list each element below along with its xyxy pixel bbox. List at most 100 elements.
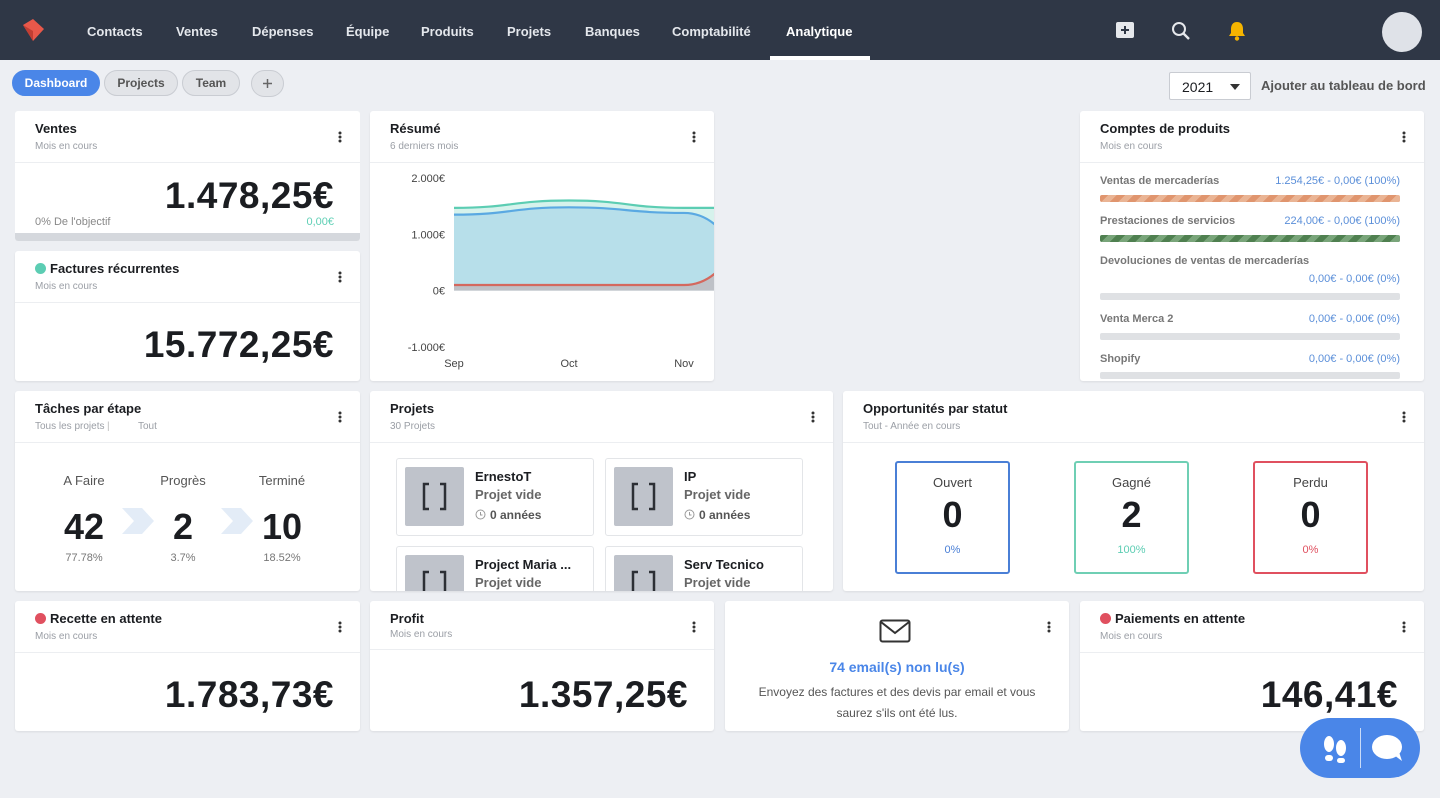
card-title: Factures récurrentes bbox=[50, 261, 180, 276]
project-tile[interactable]: IP Projet vide 0 années bbox=[605, 458, 803, 536]
card-subtitle: 6 derniers mois bbox=[390, 141, 459, 152]
card-filter[interactable]: Tout bbox=[138, 421, 157, 432]
stage-label: Progrès bbox=[160, 473, 206, 488]
year-value: 2021 bbox=[1182, 79, 1214, 95]
nav-item[interactable]: Banques bbox=[585, 24, 640, 39]
nav-item[interactable]: Projets bbox=[507, 24, 552, 39]
y-tick-label: 0€ bbox=[433, 286, 445, 298]
nav-item[interactable]: Produits bbox=[421, 24, 474, 39]
project-tile[interactable]: Project Maria ... Projet vide bbox=[396, 546, 594, 591]
email-count[interactable]: 74 email(s) non lu(s) bbox=[829, 659, 965, 675]
card-title: Ventes bbox=[35, 121, 77, 136]
card-subtitle: 30 Projets bbox=[390, 421, 436, 432]
kebab-menu[interactable] bbox=[338, 131, 342, 143]
kebab-menu[interactable] bbox=[338, 271, 342, 283]
separator: | bbox=[107, 421, 110, 432]
kebab-menu[interactable] bbox=[1402, 621, 1406, 633]
product-name: Ventas de mercaderías bbox=[1100, 175, 1220, 187]
nav-item[interactable]: Comptabilité bbox=[672, 24, 751, 39]
objective: 0% De l'objectif bbox=[35, 216, 111, 228]
project-tile[interactable]: Serv Tecnico Projet vide bbox=[605, 546, 803, 591]
nav-item[interactable]: Contacts bbox=[87, 24, 143, 39]
nav-item[interactable]: Ventes bbox=[176, 24, 218, 39]
y-tick-label: 1.000€ bbox=[411, 229, 445, 241]
tab[interactable]: Projects bbox=[104, 70, 178, 96]
bell-icon[interactable] bbox=[1227, 20, 1247, 42]
active-underline bbox=[770, 56, 870, 60]
status-box[interactable]: Ouvert 0 0% bbox=[895, 461, 1010, 574]
stage-label: A Faire bbox=[63, 473, 105, 488]
progress-bar bbox=[15, 233, 360, 241]
project-name: IP bbox=[684, 469, 697, 484]
objective-value: 0,00€ bbox=[306, 216, 334, 228]
card-subtitle: Mois en cours bbox=[1100, 631, 1163, 642]
y-tick-label: 2.000€ bbox=[411, 173, 445, 185]
summary-chart: -1.000€0€1.000€2.000€SepOctNovDécJanFévr bbox=[408, 173, 714, 370]
card-subtitle: Tout - Année en cours bbox=[863, 421, 961, 432]
stage-count: 10 bbox=[261, 506, 303, 547]
product-bar bbox=[1100, 235, 1400, 242]
year-select[interactable]: 2021 bbox=[1169, 72, 1251, 100]
top-nav: Contacts Ventes Dépenses Équipe Produits… bbox=[0, 0, 1440, 60]
project-age: 0 années bbox=[699, 508, 751, 522]
add-icon[interactable] bbox=[1115, 21, 1135, 41]
kebab-menu[interactable] bbox=[692, 131, 696, 143]
status-label: Ouvert bbox=[932, 475, 972, 490]
tab[interactable]: Team bbox=[182, 70, 240, 96]
status-label: Gagné bbox=[1111, 475, 1152, 490]
projects-card: Projets 30 Projets ErnestoT Projet vide … bbox=[370, 391, 833, 591]
project-age: 0 années bbox=[490, 508, 542, 522]
search-icon[interactable] bbox=[1171, 21, 1191, 41]
product-value: 0,00€ - 0,00€ (0%) bbox=[1308, 353, 1400, 365]
card-title: Paiements en attente bbox=[1115, 611, 1246, 626]
chat-icon bbox=[1372, 735, 1402, 761]
opportunities-card: Opportunités par statut Tout - Année en … bbox=[843, 391, 1424, 591]
kebab-menu[interactable] bbox=[1047, 621, 1051, 633]
project-tile[interactable]: ErnestoT Projet vide 0 années bbox=[396, 458, 594, 536]
products-card: Comptes de produits Mois en cours Ventas… bbox=[1080, 111, 1424, 381]
add-tab-button[interactable] bbox=[251, 70, 284, 97]
product-bar bbox=[1100, 372, 1400, 379]
product-value: 1.254,25€ - 0,00€ (100%) bbox=[1275, 175, 1400, 187]
status-percent: 0% bbox=[1302, 544, 1319, 556]
kebab-menu[interactable] bbox=[338, 411, 342, 423]
paiements-card: Paiements en attente Mois en cours 146,4… bbox=[1080, 601, 1424, 731]
dropdown-arrow bbox=[1230, 84, 1240, 90]
product-name: Venta Merca 2 bbox=[1100, 313, 1174, 325]
kebab-menu[interactable] bbox=[1402, 411, 1406, 423]
email-card: 74 email(s) non lu(s) Envoyez des factur… bbox=[725, 601, 1069, 731]
add-to-dashboard[interactable]: Ajouter au tableau de bord bbox=[1261, 78, 1426, 93]
nav-item[interactable]: Équipe bbox=[346, 24, 390, 39]
area-fill bbox=[454, 207, 714, 291]
project-name: ErnestoT bbox=[475, 469, 532, 484]
email-message: Envoyez des factures et des devis par em… bbox=[758, 685, 1036, 720]
avatar[interactable] bbox=[1382, 12, 1422, 52]
logo[interactable] bbox=[20, 17, 46, 43]
amount: 146,41€ bbox=[1260, 674, 1398, 715]
series-line bbox=[453, 199, 714, 209]
product-value: 0,00€ - 0,00€ (0%) bbox=[1308, 313, 1400, 325]
kebab-menu[interactable] bbox=[1402, 131, 1406, 143]
status-box[interactable]: Perdu 0 0% bbox=[1253, 461, 1368, 574]
card-title: Résumé bbox=[390, 121, 441, 136]
recette-card: Recette en attente Mois en cours 1.783,7… bbox=[15, 601, 360, 731]
stage-percent: 77.78% bbox=[65, 552, 103, 564]
tab[interactable]: Dashboard bbox=[12, 70, 100, 96]
status-box[interactable]: Gagné 2 100% bbox=[1074, 461, 1189, 574]
status-count: 0 bbox=[942, 494, 963, 535]
kebab-menu[interactable] bbox=[338, 621, 342, 633]
status-percent: 0% bbox=[944, 544, 961, 556]
help-widget[interactable] bbox=[1300, 718, 1420, 778]
nav-item[interactable]: Analytique bbox=[786, 24, 853, 39]
stage-count: 42 bbox=[63, 506, 105, 547]
product-bar bbox=[1100, 293, 1400, 300]
kebab-menu[interactable] bbox=[811, 411, 815, 423]
series-line bbox=[454, 272, 714, 287]
stage-percent: 18.52% bbox=[263, 552, 301, 564]
product-name: Prestaciones de servicios bbox=[1100, 215, 1236, 227]
card-title: Recette en attente bbox=[50, 611, 162, 626]
kebab-menu[interactable] bbox=[692, 621, 696, 633]
amount: 1.783,73€ bbox=[164, 674, 334, 715]
nav-item[interactable]: Dépenses bbox=[252, 24, 314, 39]
